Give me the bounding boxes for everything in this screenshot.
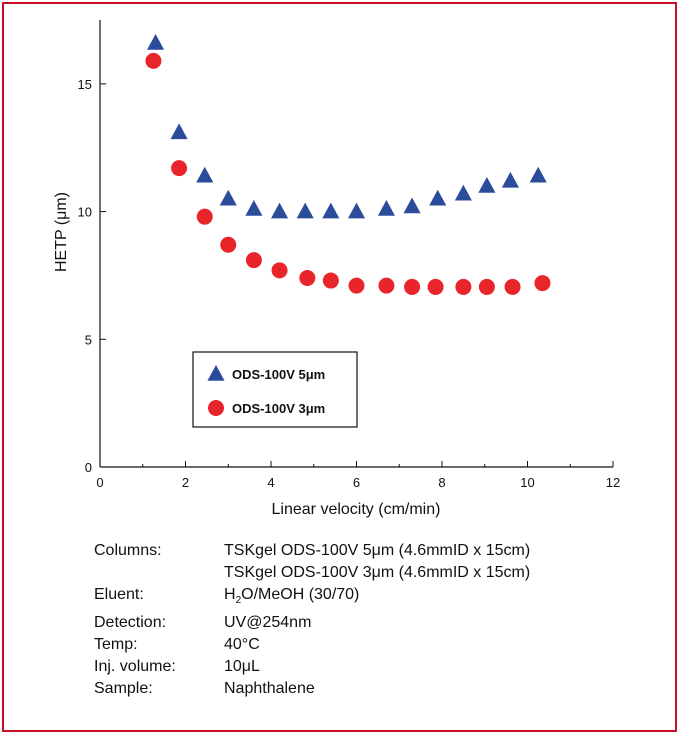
eluent-label: Eluent:	[94, 586, 144, 603]
data-marks	[145, 33, 551, 295]
data-point-circle	[534, 275, 551, 292]
y-tick-label: 15	[78, 77, 92, 92]
data-point-triangle	[377, 200, 395, 216]
data-point-circle	[478, 278, 495, 295]
sample-row: Sample: Naphthalene	[94, 678, 530, 700]
y-tick-label: 0	[85, 460, 92, 475]
data-point-triangle	[454, 184, 472, 201]
data-point-triangle	[219, 189, 237, 206]
data-point-circle	[504, 278, 521, 295]
legend-label: ODS-100V 3μm	[232, 401, 325, 416]
temp-label: Temp:	[94, 636, 138, 654]
eluent-subscript: 2	[235, 595, 242, 607]
data-point-triangle	[296, 202, 314, 219]
data-point-circle	[348, 277, 365, 294]
data-point-circle	[220, 236, 237, 253]
data-point-triangle	[347, 202, 366, 219]
data-point-circle	[271, 262, 288, 279]
eluent-rest: O/MeOH (30/70)	[241, 586, 360, 603]
data-point-circle	[196, 208, 213, 225]
y-axis-label: HETP (μm)	[53, 192, 70, 272]
data-point-circle	[171, 160, 188, 177]
x-tick-label: 8	[438, 475, 445, 490]
y-tick-label: 10	[78, 205, 92, 220]
data-point-triangle	[529, 166, 547, 183]
columns-label: Columns:	[94, 542, 162, 559]
data-point-circle	[145, 52, 162, 69]
legend: ODS-100V 5μm ODS-100V 3μm	[192, 351, 358, 428]
data-point-circle	[455, 278, 472, 295]
data-point-triangle	[245, 200, 263, 216]
sample-label: Sample:	[94, 680, 153, 698]
x-axis-label: Linear velocity (cm/min)	[272, 501, 441, 518]
legend-triangle-icon	[207, 365, 225, 381]
conditions-table: Columns: TSKgel ODS-100V 5μm (4.6mmID x …	[94, 540, 530, 700]
data-point-circle	[404, 278, 421, 295]
x-tick-label: 6	[353, 475, 360, 490]
x-tick-label: 12	[606, 475, 620, 490]
columns-row: Columns: TSKgel ODS-100V 5μm (4.6mmID x …	[94, 540, 530, 562]
data-point-circle	[378, 277, 395, 294]
x-tick-label: 0	[96, 475, 103, 490]
inj-volume-value: 10μL	[224, 658, 260, 676]
data-point-circle	[427, 278, 444, 295]
temp-value: 40°C	[224, 636, 260, 654]
x-tick-label: 4	[267, 475, 274, 490]
columns-row-2: TSKgel ODS-100V 3μm (4.6mmID x 15cm)	[94, 562, 530, 584]
data-point-circle	[299, 269, 316, 286]
columns-value-2: TSKgel ODS-100V 3μm (4.6mmID x 15cm)	[224, 564, 531, 581]
data-point-triangle	[501, 171, 519, 188]
eluent-h: H	[224, 586, 236, 603]
data-point-triangle	[196, 166, 214, 183]
detection-value: UV@254nm	[224, 614, 312, 632]
y-tick-label: 5	[85, 332, 92, 347]
inj-volume-row: Inj. volume: 10μL	[94, 656, 530, 678]
legend-circle-icon	[208, 400, 224, 416]
data-point-circle	[245, 252, 262, 269]
temp-row: Temp: 40°C	[94, 634, 530, 656]
data-point-triangle	[403, 197, 421, 214]
columns-value-1: TSKgel ODS-100V 5μm (4.6mmID x 15cm)	[224, 542, 531, 559]
data-point-triangle	[147, 33, 165, 50]
eluent-value: H2O/MeOH (30/70)	[224, 584, 359, 612]
data-point-triangle	[170, 123, 188, 140]
sample-value: Naphthalene	[224, 680, 315, 698]
data-point-triangle	[271, 202, 289, 219]
detection-row: Detection: UV@254nm	[94, 612, 530, 634]
data-point-triangle	[478, 177, 496, 193]
x-tick-label: 10	[520, 475, 534, 490]
axes: 0 2 4 6 8 10 12 0 5 10 15	[78, 20, 620, 490]
detection-label: Detection:	[94, 614, 167, 632]
hetp-chart: 0 2 4 6 8 10 12 0 5 10 15 ODS-100V 5μm ODS-100V 3μm…	[53, 20, 620, 518]
data-point-triangle	[322, 202, 340, 219]
data-point-triangle	[429, 189, 447, 206]
x-tick-label: 2	[182, 475, 189, 490]
eluent-row: Eluent: H2O/MeOH (30/70)	[94, 584, 530, 612]
data-point-circle	[322, 272, 339, 289]
legend-label: ODS-100V 5μm	[232, 367, 325, 382]
inj-volume-label: Inj. volume:	[94, 658, 176, 676]
